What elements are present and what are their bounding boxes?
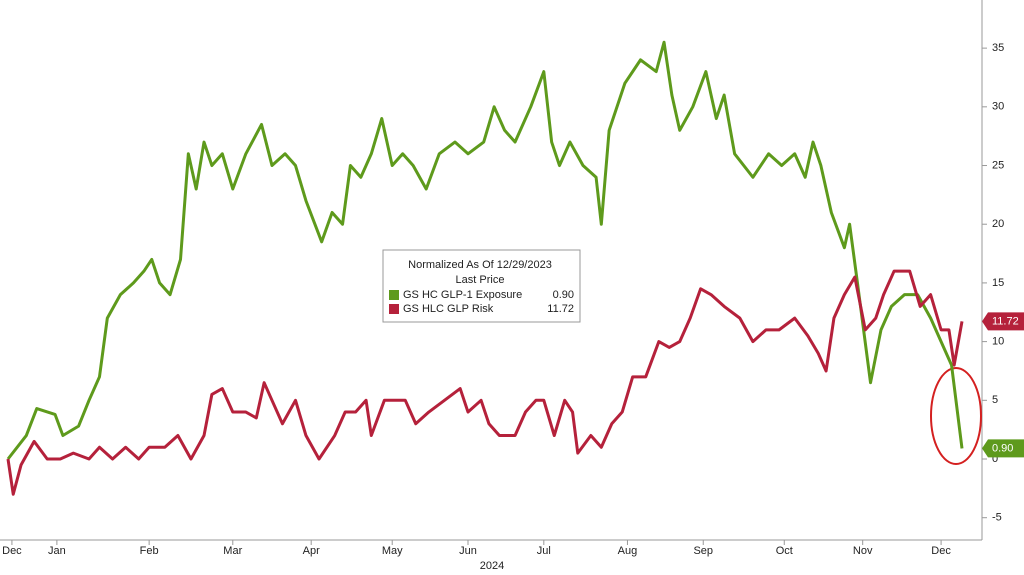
last-price-label: 11.72: [992, 315, 1019, 327]
x-tick-label: Sep: [693, 545, 713, 557]
y-tick-label: 35: [992, 42, 1004, 54]
legend-value: 0.90: [553, 289, 574, 301]
x-axis-label: 2024: [480, 560, 504, 572]
x-tick-label: May: [382, 545, 403, 557]
x-tick-label: Jan: [48, 545, 66, 557]
highlight-ellipse: [930, 367, 982, 465]
y-tick-label: 20: [992, 218, 1004, 230]
last-price-tag: [982, 312, 1024, 331]
last-price-label: 0.90: [992, 442, 1013, 454]
legend-title: Normalized As Of 12/29/2023: [408, 259, 552, 271]
y-tick-label: 15: [992, 277, 1004, 289]
x-tick-label: Oct: [776, 545, 793, 557]
legend-value: 11.72: [547, 303, 574, 315]
x-tick-label: Nov: [853, 545, 873, 557]
x-tick-label: Feb: [140, 545, 159, 557]
legend-subtitle: Last Price: [456, 274, 505, 286]
x-tick-label: Apr: [303, 545, 320, 557]
legend: Normalized As Of 12/29/2023 Last Price G…: [382, 249, 581, 323]
legend-label: GS HC GLP-1 Exposure: [403, 289, 522, 301]
series-line: [6, 40, 964, 460]
legend-swatch: [389, 304, 399, 314]
y-tick-label: -5: [992, 512, 1002, 524]
legend-box: [382, 249, 581, 323]
legend-swatch: [389, 290, 399, 300]
x-tick-label: Jun: [459, 545, 477, 557]
y-tick-label: 10: [992, 336, 1004, 348]
x-tick-label: Jul: [537, 545, 551, 557]
x-tick-label: Mar: [223, 545, 242, 557]
series-line: [6, 269, 964, 496]
y-tick-label: 30: [992, 101, 1004, 113]
legend-label: GS HLC GLP Risk: [403, 303, 494, 315]
x-tick-label: Dec: [2, 545, 22, 557]
x-tick-label: Aug: [618, 545, 638, 557]
last-price-tag: [982, 439, 1024, 458]
y-tick-label: 25: [992, 159, 1004, 171]
x-tick-label: Dec: [931, 545, 951, 557]
y-tick-label: 5: [992, 394, 998, 406]
y-tick-label: 0: [992, 453, 998, 465]
